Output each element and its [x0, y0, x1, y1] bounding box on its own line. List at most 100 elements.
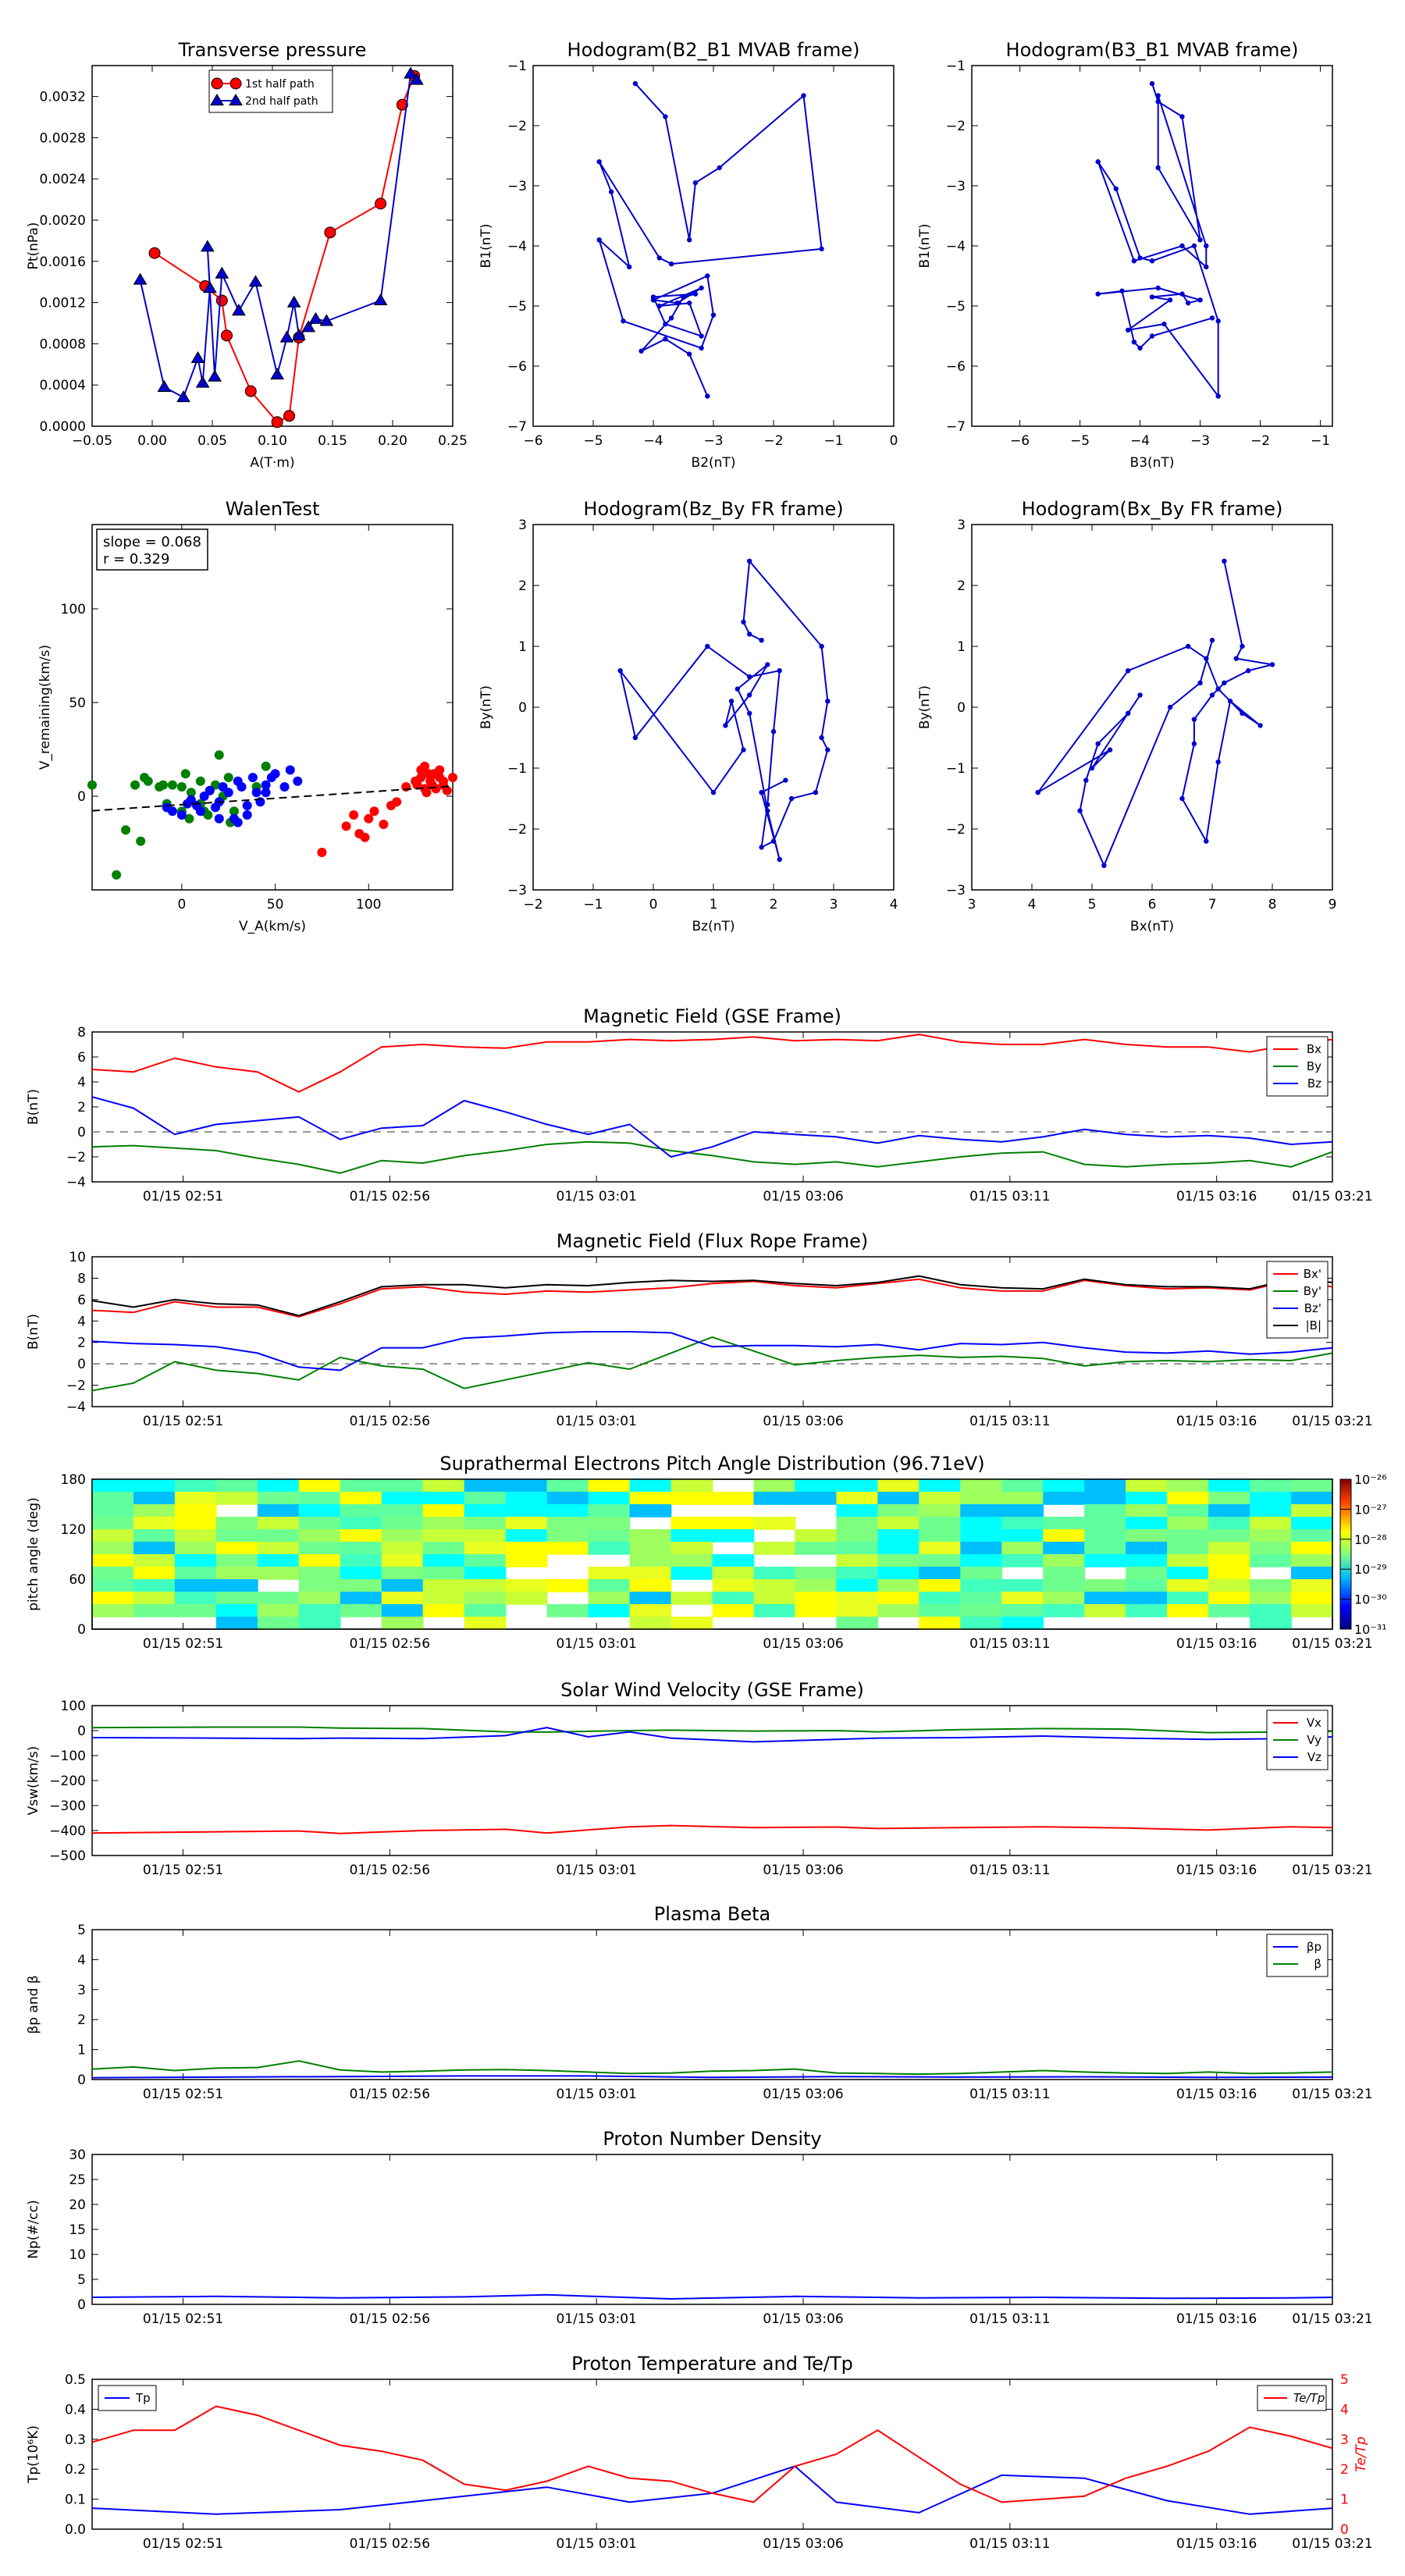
heatmap-cell: [505, 1479, 548, 1493]
data-point: [656, 303, 662, 309]
data-point: [1126, 710, 1131, 716]
data-point: [663, 114, 668, 119]
heatmap-cell: [464, 1492, 507, 1505]
heatmap-cell: [629, 1592, 672, 1605]
data-point: [759, 638, 764, 643]
legend-label: Bz': [1304, 1301, 1321, 1315]
y-tick-label: 0.3: [65, 2432, 86, 2448]
y-tick-label: 2: [957, 578, 966, 594]
x-tick-label: −3: [1190, 433, 1210, 449]
legend-label: Vz: [1307, 1750, 1321, 1764]
data-point: [237, 782, 247, 792]
heatmap-cell: [174, 1554, 217, 1567]
heatmap-cell: [1084, 1479, 1126, 1493]
heatmap-cell: [712, 1517, 755, 1530]
data-point: [765, 802, 770, 808]
legend-label: Tp: [135, 2391, 151, 2405]
data-point: [770, 838, 777, 844]
x-tick-label: 01/15 03:21: [1292, 1863, 1372, 1878]
data-point: [136, 836, 146, 846]
data-point: [1155, 93, 1161, 98]
heatmap-cell: [1043, 1579, 1085, 1592]
y-tick-label: −3: [946, 883, 966, 898]
chart-bfr: 01/15 02:51 01/15 02:56 01/15 03:01 01/15 0…: [26, 1230, 1373, 1429]
plot-frame: [91, 65, 454, 427]
heatmap-cell: [464, 1579, 507, 1592]
data-point: [1137, 692, 1143, 698]
data-point: [741, 747, 746, 753]
chart-walen: 0 50 100 0 50 100 WalenTest V_A(km/s) V_remainin…: [37, 498, 457, 934]
x-tick-label: 01/15 02:56: [350, 1414, 430, 1429]
heatmap-cell: [340, 1479, 382, 1493]
heatmap-cell: [298, 1517, 341, 1530]
data-point: [157, 379, 172, 392]
data-point: [180, 769, 190, 779]
data-point: [1113, 186, 1119, 192]
x-tick-label: 01/15 02:51: [143, 2087, 223, 2102]
y-tick-label: 0: [77, 2073, 86, 2088]
data-point: [825, 699, 831, 704]
series-line: [92, 2075, 1332, 2079]
legend-label: β: [1314, 1957, 1321, 1971]
data-point: [229, 806, 239, 817]
heatmap-cell: [1291, 1479, 1333, 1493]
legend-box: [1266, 1934, 1329, 1977]
x-tick-label: 01/15 03:11: [969, 1863, 1050, 1878]
data-point: [214, 750, 224, 760]
series-line: [92, 1726, 1332, 1734]
heatmap-cell: [1126, 1567, 1168, 1580]
heatmap-cell: [836, 1567, 879, 1580]
heatmap-cell: [877, 1492, 920, 1505]
heatmap-cell: [381, 1517, 424, 1530]
heatmap-cell: [670, 1592, 713, 1605]
heatmap-cell: [1250, 1542, 1292, 1555]
heatmap-cell: [298, 1579, 341, 1592]
heatmap-cell: [588, 1604, 631, 1617]
heatmap-cell: [92, 1479, 134, 1493]
y-tick-label: 0.5: [65, 2372, 86, 2388]
data-point: [422, 788, 432, 798]
heatmap-cell: [1043, 1542, 1085, 1555]
heatmap-cell: [422, 1517, 465, 1530]
y-tick-label: 0: [518, 700, 527, 716]
heatmap-cell: [505, 1554, 548, 1567]
x-tick-label: 3: [830, 897, 838, 913]
y-axis-label: Vsw(km/s): [26, 1746, 41, 1816]
x-tick-label: −6: [523, 433, 542, 449]
data-point: [692, 291, 699, 297]
heatmap-cell: [257, 1479, 300, 1493]
data-point: [208, 369, 222, 382]
heatmap-cell: [588, 1479, 631, 1493]
plot-frame: [971, 524, 1333, 891]
data-point: [205, 785, 215, 795]
x-tick-label: 01/15 03:21: [1292, 2536, 1372, 2552]
data-point: [1179, 795, 1185, 802]
data-point: [158, 780, 168, 790]
data-point: [431, 784, 441, 794]
data-point: [232, 304, 246, 316]
y-right-axis-label: Te/Tp: [1353, 2436, 1369, 2472]
heatmap-cell: [795, 1579, 838, 1592]
y-tick-label: 0.0004: [40, 378, 86, 393]
heatmap-cell: [629, 1567, 672, 1580]
data-point: [1126, 668, 1131, 674]
data-point: [220, 329, 233, 342]
x-tick-label: 01/15 03:06: [763, 1636, 843, 1652]
data-point: [1131, 258, 1137, 264]
data-point: [1222, 680, 1227, 685]
x-tick-label: 0: [649, 897, 658, 913]
data-point: [1240, 643, 1245, 649]
heatmap-cell: [1208, 1529, 1250, 1542]
data-point: [735, 686, 740, 692]
plot-frame: [532, 524, 895, 891]
heatmap-cell: [546, 1579, 589, 1592]
heatmap-cell: [215, 1579, 258, 1592]
x-tick-label: −0.05: [72, 433, 112, 449]
heatmap-cell: [1084, 1492, 1126, 1505]
heatmap-cell: [1208, 1567, 1250, 1580]
heatmap-cell: [670, 1479, 713, 1493]
data-point: [431, 769, 441, 779]
heatmap-cell: [1167, 1529, 1209, 1542]
data-point: [765, 662, 770, 667]
data-point: [279, 782, 290, 792]
